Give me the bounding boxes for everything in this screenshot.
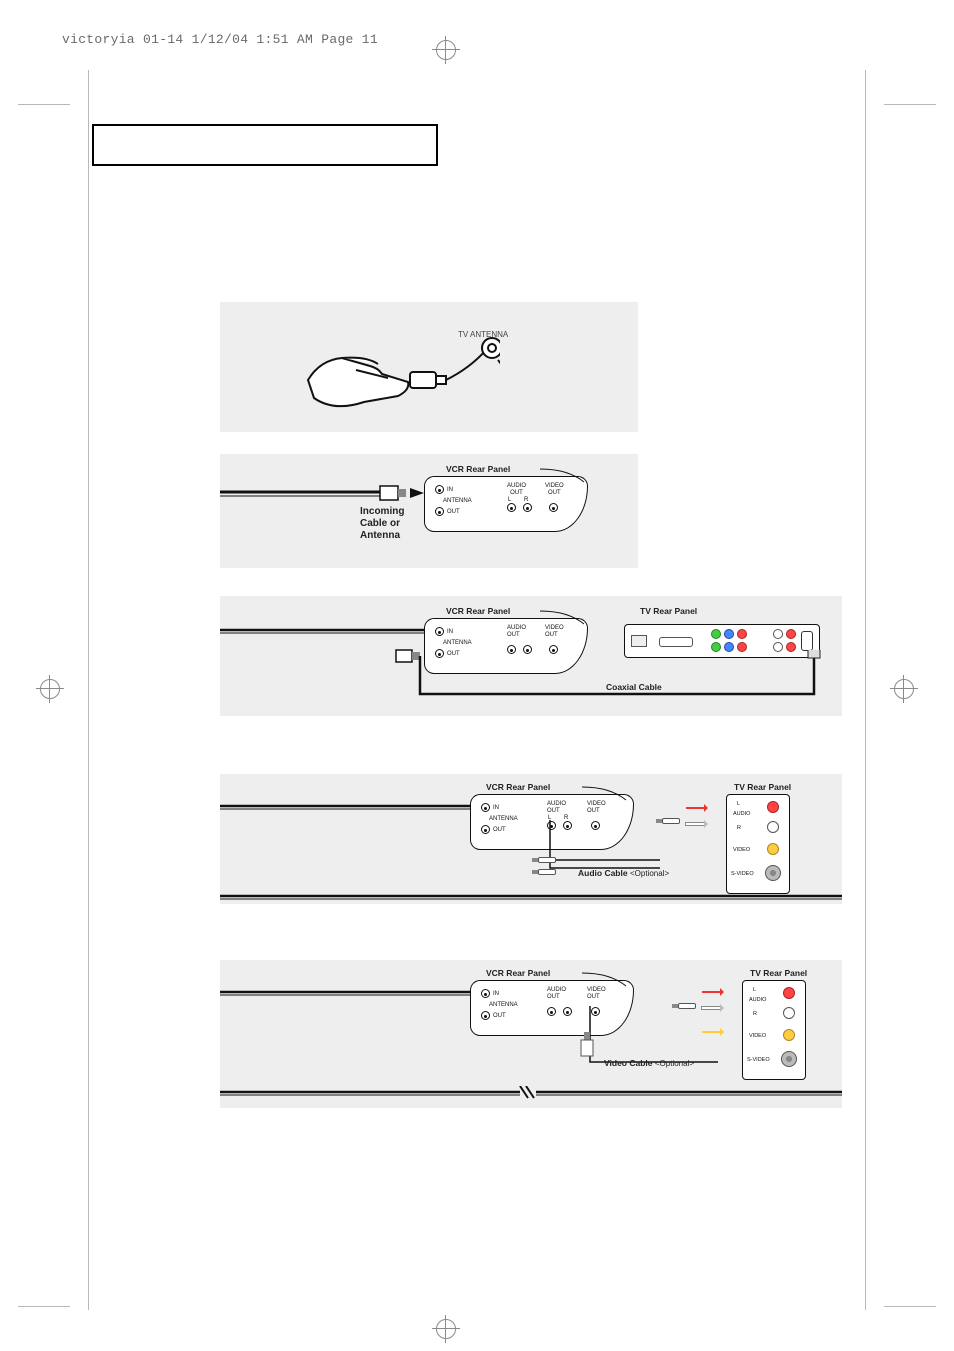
jack-label: OUT bbox=[493, 827, 506, 834]
jack-label: AUDIO bbox=[749, 997, 766, 1003]
jack-label: ANTENNA bbox=[443, 498, 472, 505]
print-header: victoryia 01-14 1/12/04 1:51 AM Page 11 bbox=[62, 32, 378, 47]
cable-icon bbox=[220, 800, 474, 814]
jack-label: VIDEO bbox=[749, 1033, 766, 1039]
trim-line bbox=[18, 1306, 70, 1307]
jack-label: L bbox=[753, 987, 756, 993]
trim-line bbox=[865, 70, 866, 1310]
jack-label: R bbox=[753, 1011, 757, 1017]
rca-plug-icon bbox=[532, 868, 562, 876]
audio-cable-text: Audio Cable bbox=[578, 868, 628, 878]
jack-label: ANTENNA bbox=[489, 816, 518, 823]
cable-icon bbox=[220, 892, 842, 902]
diagram-audio-cable: VCR Rear Panel TV Rear Panel IN OUT ANTE… bbox=[220, 774, 842, 904]
jack-label: S-VIDEO bbox=[747, 1057, 770, 1063]
tv-panel-icon: L AUDIO R VIDEO S-VIDEO bbox=[726, 794, 790, 894]
registration-mark-icon bbox=[432, 1315, 460, 1343]
tv-panel-icon: L AUDIO R VIDEO S-VIDEO bbox=[742, 980, 806, 1080]
tv-rear-panel-label: TV Rear Panel bbox=[640, 606, 697, 616]
jack-label: OUT bbox=[447, 509, 460, 516]
trim-line bbox=[884, 104, 936, 105]
jack-label: S-VIDEO bbox=[731, 871, 754, 877]
diagram-vcr-to-tv-coax: VCR Rear Panel TV Rear Panel IN OUT ANTE… bbox=[220, 596, 842, 716]
diagram-video-cable: VCR Rear Panel TV Rear Panel IN OUT ANTE… bbox=[220, 960, 842, 1108]
jack-label: L bbox=[737, 801, 740, 807]
jack-label: IN bbox=[493, 991, 499, 998]
rca-plug-icon bbox=[532, 856, 562, 864]
jack-label: VIDEO bbox=[733, 847, 750, 853]
jack-label: IN bbox=[447, 629, 453, 636]
audio-arrow-red-icon bbox=[702, 988, 728, 996]
vcr-rear-panel-label: VCR Rear Panel bbox=[486, 968, 550, 978]
jack-label: AUDIO OUT bbox=[507, 483, 526, 497]
audio-cable-label: Audio Cable <Optional> bbox=[578, 868, 669, 878]
hand-plug-icon bbox=[300, 320, 500, 430]
tv-rear-panel-label: TV Rear Panel bbox=[734, 782, 791, 792]
leader-line-icon bbox=[582, 784, 632, 804]
leader-line-icon bbox=[540, 608, 590, 628]
leader-line-icon bbox=[540, 466, 590, 486]
registration-mark-icon bbox=[890, 675, 918, 703]
jack-label: R bbox=[524, 497, 528, 504]
optional-label: <Optional> bbox=[655, 1059, 694, 1068]
jack-label: IN bbox=[447, 487, 453, 494]
jack-label: AUDIO bbox=[733, 811, 750, 817]
audio-arrow-white-icon bbox=[686, 820, 712, 828]
incoming-cable-label: Incoming Cable or Antenna bbox=[360, 506, 404, 542]
video-cable-text: Video Cable bbox=[604, 1058, 653, 1068]
jack-label: OUT bbox=[493, 1013, 506, 1020]
coaxial-cable-label: Coaxial Cable bbox=[606, 682, 662, 692]
diagram-antenna-hand: TV ANTENNA bbox=[220, 302, 638, 432]
vcr-rear-panel-label: VCR Rear Panel bbox=[446, 606, 510, 616]
registration-mark-icon bbox=[432, 36, 460, 64]
optional-label: <Optional> bbox=[630, 869, 669, 878]
rca-plug-icon bbox=[580, 1032, 596, 1062]
audio-arrow-red-icon bbox=[686, 804, 712, 812]
cable-icon bbox=[220, 986, 474, 1000]
video-cable-label: Video Cable <Optional> bbox=[604, 1058, 694, 1068]
coax-cable-icon bbox=[390, 650, 830, 710]
vcr-rear-panel-label: VCR Rear Panel bbox=[486, 782, 550, 792]
jack-label: L bbox=[508, 497, 511, 504]
jack-label: ANTENNA bbox=[489, 1002, 518, 1009]
jack-label: IN bbox=[493, 805, 499, 812]
title-box bbox=[92, 124, 438, 166]
jack-label: ANTENNA bbox=[443, 640, 472, 647]
trim-line bbox=[18, 104, 70, 105]
trim-line bbox=[884, 1306, 936, 1307]
jack-label: AUDIO OUT bbox=[547, 801, 566, 815]
tv-rear-panel-label: TV Rear Panel bbox=[750, 968, 807, 978]
leader-line-icon bbox=[582, 970, 632, 990]
jack-label: AUDIO OUT bbox=[547, 987, 566, 1001]
cable-icon bbox=[220, 1086, 842, 1104]
diagram-incoming-to-vcr: VCR Rear Panel Incoming Cable or Antenna… bbox=[220, 454, 638, 568]
jack-label: AUDIO OUT bbox=[507, 625, 526, 639]
jack-label: R bbox=[737, 825, 741, 831]
registration-mark-icon bbox=[36, 675, 64, 703]
vcr-rear-panel-label: VCR Rear Panel bbox=[446, 464, 510, 474]
trim-line bbox=[88, 70, 89, 1310]
